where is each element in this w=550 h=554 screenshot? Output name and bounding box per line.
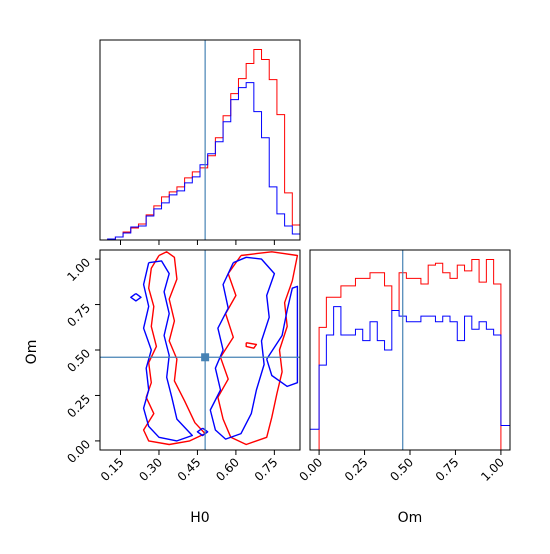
y-tick-label-4: 1.00 <box>64 255 93 284</box>
x-tick-label-2: 0.45 <box>175 455 204 484</box>
h0-hist-series-0 <box>100 49 301 241</box>
panel-h0-om-contour: 0.15 0.30 0.45 0.60 0.75 0.00 0.25 0.50 0.75 1.00 <box>64 249 301 484</box>
contour-series-1-line-2 <box>266 285 299 388</box>
contour-layer <box>130 251 299 446</box>
contour-series-0-line-0 <box>142 251 206 446</box>
contour-series-1-line-0 <box>142 260 193 442</box>
contour-series-1-line-1 <box>209 256 276 440</box>
x-tick-label-3: 0.60 <box>213 455 242 484</box>
contour-frame <box>99 249 301 451</box>
contour-series-1-line-4 <box>196 427 209 437</box>
xlabel-h0: H0 <box>190 510 209 526</box>
ylabel-om: Om <box>24 340 40 365</box>
h0-hist-frame <box>99 39 301 241</box>
panel-om-histogram: 0.00 0.25 0.50 0.75 1.00 <box>296 249 511 484</box>
x-tick-label-1: 0.30 <box>136 455 165 484</box>
x-tick-label-3: 0.75 <box>433 455 462 484</box>
y-tick-label-0: 0.00 <box>64 437 93 466</box>
x-tick-label-2: 0.50 <box>387 455 416 484</box>
contour-truth-marker <box>201 353 210 362</box>
om-hist-frame <box>309 249 511 451</box>
contour-series-0-line-2 <box>245 342 258 349</box>
xlabel-om: Om <box>398 510 423 526</box>
contour-series-0-line-1 <box>217 251 299 446</box>
y-tick-label-2: 0.50 <box>64 346 93 375</box>
x-tick-label-0: 0.15 <box>98 455 127 484</box>
x-tick-label-4: 0.75 <box>252 455 281 484</box>
om-hist-series-1 <box>309 306 511 450</box>
om-hist-series-0 <box>318 259 502 450</box>
y-tick-label-3: 0.75 <box>64 301 93 330</box>
y-tick-label-1: 0.25 <box>64 392 93 421</box>
h0-hist-series-1 <box>100 82 301 241</box>
x-tick-label-4: 1.00 <box>478 455 507 484</box>
contour-series-1-line-3 <box>130 293 142 302</box>
x-tick-label-0: 0.00 <box>296 455 325 484</box>
x-tick-label-1: 0.25 <box>342 455 371 484</box>
panel-h0-histogram <box>99 39 301 245</box>
